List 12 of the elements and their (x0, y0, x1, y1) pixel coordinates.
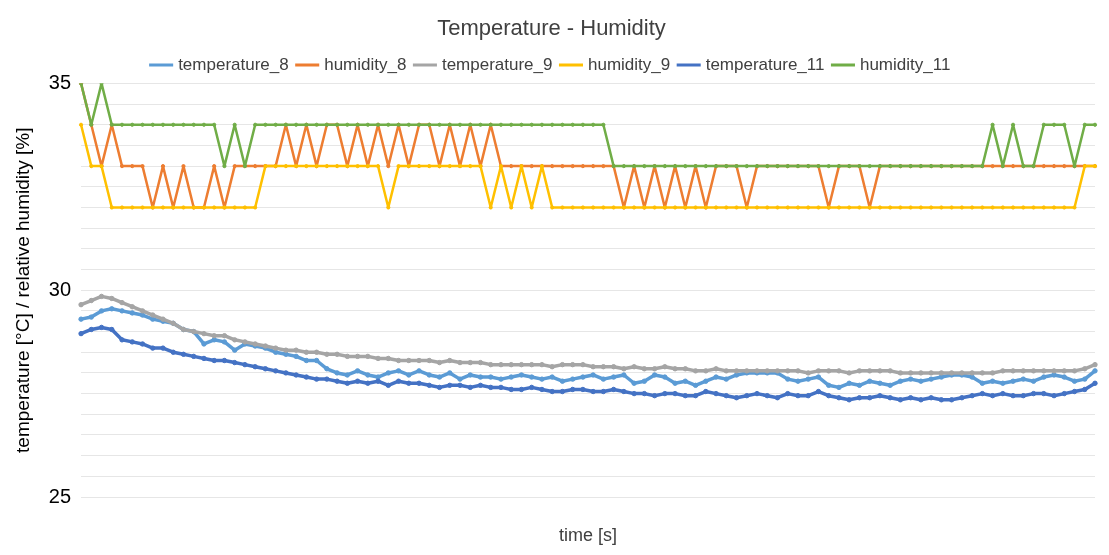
y-tick-label: 30 (48, 277, 72, 300)
y-tick-label: 35 (48, 70, 72, 93)
legend-label: humidity_11 (859, 54, 951, 74)
y-axis-title: temperature [°C] / relative humidity [%] (11, 127, 33, 453)
y-tick-label: 25 (48, 484, 72, 507)
legend-label: humidity_9 (587, 54, 671, 74)
chart-title: Temperature - Humidity (437, 15, 666, 41)
legend-label: temperature_11 (705, 54, 825, 74)
legend-label: temperature_8 (178, 54, 289, 74)
legend-label: humidity_8 (324, 54, 407, 74)
legend-label: temperature_9 (441, 54, 553, 74)
x-axis-title: time [s] (559, 525, 618, 546)
